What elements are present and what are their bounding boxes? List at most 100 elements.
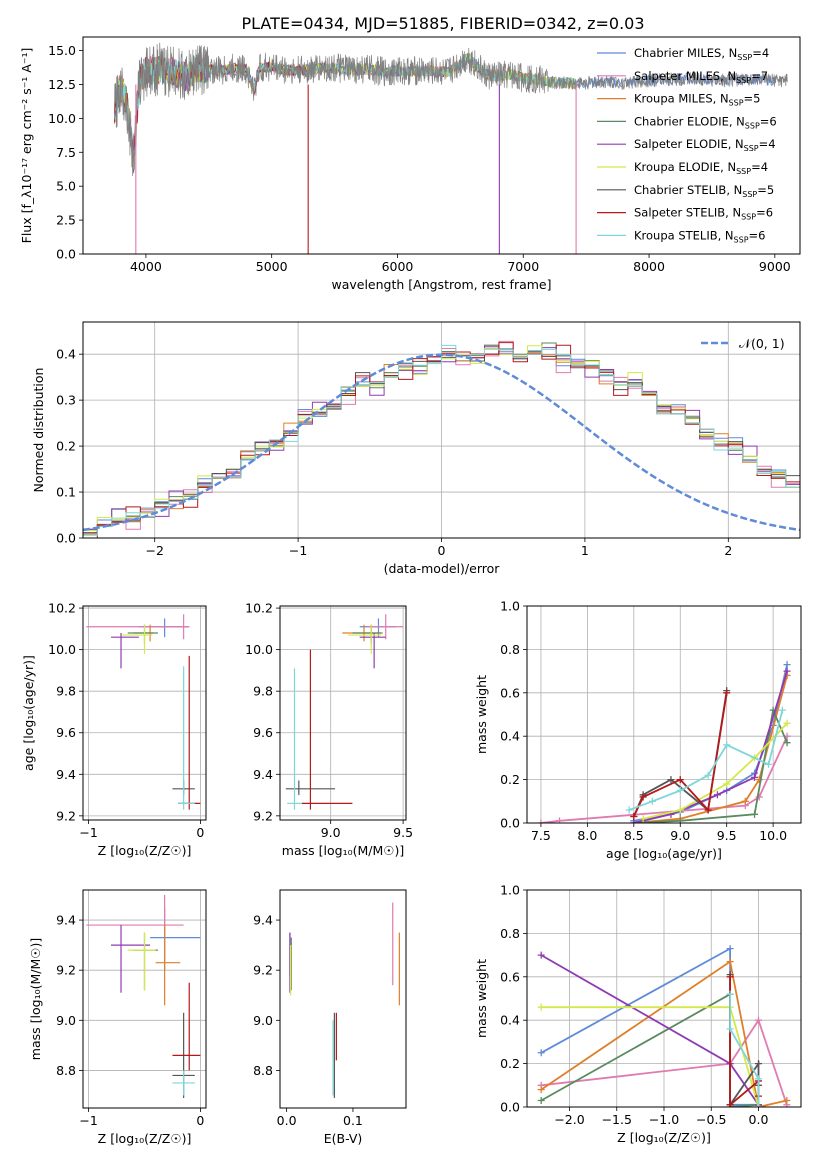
residual_hist-ytick-label: 0.4: [56, 347, 76, 362]
spectrum-xtick-label: 9000: [759, 259, 791, 274]
spectrum-legend-label: Salpeter STELIB, NSSP=6: [634, 206, 773, 222]
mass_weight_vs_age-ytick-label: 0.6: [500, 685, 520, 700]
mass_weight_vs_Z-panel: −2.0 −1.5 −1.0 −0.5 0.0 0.0 0.2 0.4 0.6 0.8 1.0 Z […: [474, 883, 802, 1145]
spectrum-xtick-label: 5000: [256, 259, 288, 274]
mass_weight_vs_Z-xlabel: Z [log₁₀(Z/Z☉)]: [617, 1130, 711, 1145]
residual_hist-ytick-label: 0.3: [56, 393, 76, 408]
mass_weight_vs_Z-line: [540, 960, 788, 1107]
mass_weight_vs_Z-ytick-label: 0.2: [500, 1056, 520, 1071]
age_vs_Z-ytick-label: 9.6: [56, 725, 76, 740]
mass_vs_ebv-ytick-label: 9.0: [253, 1013, 273, 1028]
mass_vs_Z-ytick-label: 9.2: [56, 963, 76, 978]
mass_weight_vs_Z-marker: [726, 973, 734, 981]
mass_weight_vs_Z-line: [540, 992, 759, 1107]
spectrum-legend-tail: =7: [751, 69, 768, 83]
spectrum-legend-tail: =4: [752, 46, 769, 60]
mass_weight_vs_age-marker: [676, 776, 684, 784]
spectrum-ylabel: Flux [f_λ10⁻¹⁷ erg cm⁻² s⁻¹ A⁻¹]: [19, 48, 34, 244]
mass_weight_vs_age-marker: [648, 797, 656, 805]
residual_hist-frame: [82, 321, 801, 539]
mass_weight_vs_age-plot-area: [537, 661, 791, 823]
spectrum-legend-sub: SSP: [737, 53, 752, 62]
mass_vs_ebv-xlabel: E(B-V): [324, 1131, 363, 1146]
spectrum-legend-sub: SSP: [742, 190, 757, 199]
age_vs_Z-frame: [82, 605, 207, 821]
mass_vs_Z-xtick-label: 0: [196, 1113, 204, 1128]
age_vs_mass-plot-area: [285, 614, 404, 810]
age_vs_mass-panel: 9.0 9.5 9.2 9.4 9.6 9.8 10.0 10.2 mass [log₁₀(M/…: [245, 601, 413, 858]
age_vs_mass-ytick-label: 9.8: [253, 684, 273, 699]
mass_weight_vs_age-xtick-label: 9.0: [670, 828, 690, 843]
mass_weight_vs_age-xtick-label: 8.0: [577, 828, 597, 843]
spectrum-panel: 4000 5000 6000 7000 8000 9000 0.0 2.5 5.0 7.5 10.0…: [19, 36, 801, 292]
age_vs_Z-ytick-label: 9.4: [56, 767, 76, 782]
age_vs_mass-ytick-label: 10.0: [245, 642, 273, 657]
mass_weight_vs_age-ytick-label: 0.8: [500, 642, 520, 657]
mass_weight_vs_age-ytick-label: 0.0: [500, 816, 520, 831]
spectrum-legend-sub: SSP: [744, 144, 759, 153]
mass_weight_vs_age-marker: [676, 817, 684, 823]
mass_weight_vs_Z-plot-area: [537, 945, 791, 1107]
mass_weight_vs_age-xtick-label: 7.5: [531, 828, 551, 843]
mass_weight_vs_Z-marker: [726, 990, 734, 998]
residual_hist-ytick-label: 0.1: [56, 485, 76, 500]
spectrum-xtick-label: 4000: [130, 259, 162, 274]
mass_weight_vs_Z-marker: [754, 1016, 762, 1024]
spectrum-legend-label: Kroupa ELODIE, NSSP=4: [634, 160, 768, 176]
residual_hist-xtick-label: 1: [581, 543, 589, 558]
mass_weight_vs_age-marker: [676, 786, 684, 794]
mass_weight_vs_age-marker: [713, 791, 721, 799]
mass_weight_vs_age-marker: [630, 819, 638, 823]
spectrum-legend-sub: SSP: [734, 235, 749, 244]
mass_weight_vs_age-marker: [778, 706, 786, 714]
mass_weight_vs_age-marker: [639, 815, 647, 823]
age_vs_mass-xlabel: mass [log₁₀(M/M☉)]: [282, 843, 404, 858]
mass_weight_vs_age-marker: [723, 741, 731, 749]
spectrum-legend-label: Chabrier STELIB, NSSP=5: [634, 183, 774, 199]
mass_weight_vs_Z-xtick-label: −2.0: [554, 1112, 584, 1127]
spectrum-legend-tail: =5: [757, 183, 774, 197]
age_vs_mass-ytick-label: 9.6: [253, 725, 273, 740]
spectrum-ytick-label: 12.5: [48, 77, 76, 92]
mass_weight_vs_Z-marker: [726, 945, 734, 953]
mass_weight_vs_age-marker: [741, 797, 749, 805]
figure-title: PLATE=0434, MJD=51885, FIBERID=0342, z=0…: [241, 14, 644, 33]
spectrum-legend-sub: SSP: [729, 99, 744, 108]
mass_vs_ebv-panel: 0.0 0.1 8.8 9.0 9.2 9.4 E(B-V): [253, 889, 407, 1146]
residual-hist-step: [83, 342, 800, 531]
mass_weight_vs_age-ytick-label: 0.2: [500, 772, 520, 787]
mass_weight_vs_age-marker: [751, 810, 759, 818]
spectrum-legend-tail: =6: [749, 228, 766, 242]
mass_weight_vs_Z-marker: [754, 1075, 762, 1083]
spectrum-legend-label: Salpeter MILES, NSSP=7: [634, 69, 768, 85]
residual_hist-xlabel: (data-model)/error: [384, 561, 501, 576]
mass_weight_vs_age-marker: [751, 773, 759, 781]
mass_weight_vs_age-marker: [676, 806, 684, 814]
residual_hist-xtick-label: 2: [724, 543, 732, 558]
mass_weight_vs_Z-marker: [726, 1101, 734, 1107]
mass_weight_vs_Z-line: [541, 1018, 788, 1106]
mass_weight_vs_Z-xtick-label: −1.0: [649, 1112, 679, 1127]
spectrum-ytick-label: 2.5: [56, 213, 76, 228]
mass_weight_vs_Z-frame: [526, 889, 802, 1108]
residual_hist-xtick-label: 0: [438, 543, 446, 558]
age_vs_Z-xtick-label: 0: [196, 825, 204, 840]
mass_vs_ebv-plot-area: [289, 902, 400, 1098]
age_vs_mass-xtick-label: 9.0: [321, 825, 341, 840]
mass_vs_ebv-ytick-label: 9.2: [253, 963, 273, 978]
mass_weight_vs_Z-marker: [537, 1049, 545, 1057]
mass_vs_Z-ytick-label: 9.0: [56, 1013, 76, 1028]
mass_weight_vs_age-xlabel: age [log₁₀(age/yr)]: [606, 846, 722, 861]
age_vs_mass-frame: [279, 605, 407, 821]
residual_hist-xtick-label: −2: [145, 543, 163, 558]
spectrum-ytick-label: 15.0: [48, 43, 76, 58]
spectrum-legend-label: Kroupa MILES, NSSP=5: [634, 92, 760, 108]
mass_weight_vs_Z-ytick-label: 0.8: [500, 926, 520, 941]
spectrum-ytick-label: 10.0: [48, 111, 76, 126]
age_vs_Z-ytick-label: 10.0: [48, 642, 76, 657]
mass_weight_vs_age-xtick-label: 9.5: [717, 828, 737, 843]
mass_weight_vs_Z-line: [729, 994, 760, 1107]
residual_hist-ylabel: Normed distribution: [31, 368, 46, 493]
